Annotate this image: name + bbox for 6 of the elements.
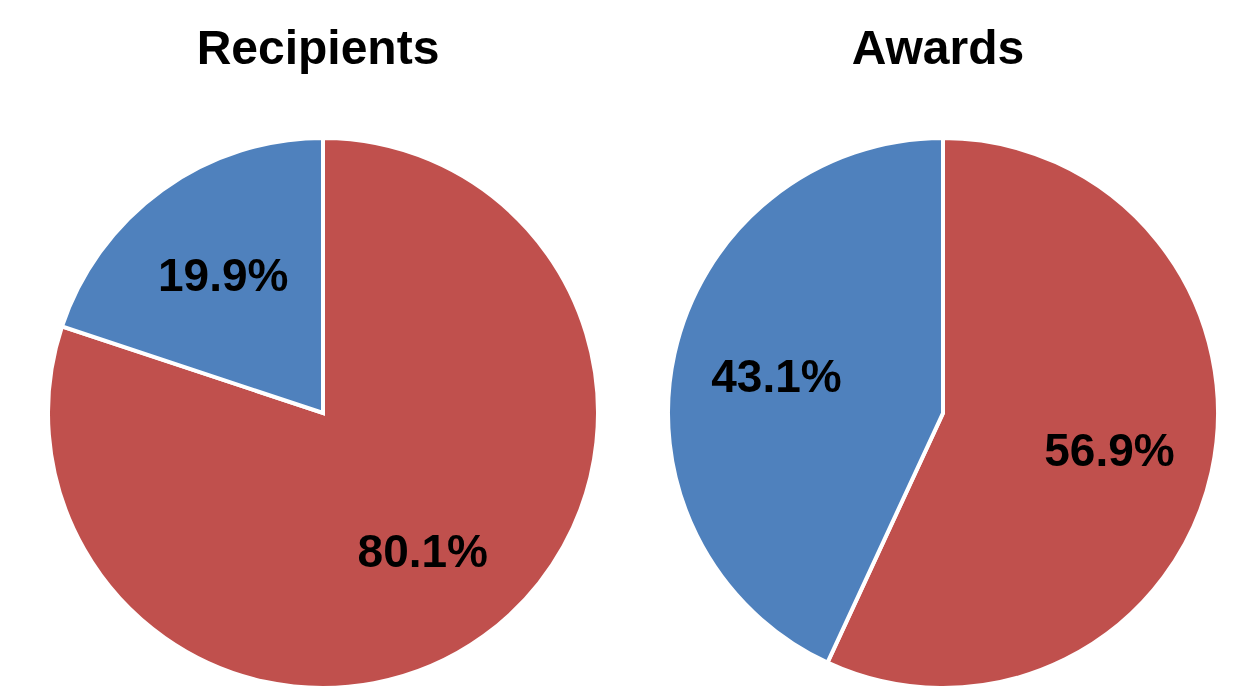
chart-title: Recipients (195, 20, 441, 76)
data-label: 43.1% (711, 350, 842, 403)
data-label: 80.1% (357, 525, 488, 578)
data-label: 19.9% (158, 248, 289, 301)
chart-title: Awards (850, 20, 1026, 76)
data-label: 56.9% (1044, 423, 1175, 476)
